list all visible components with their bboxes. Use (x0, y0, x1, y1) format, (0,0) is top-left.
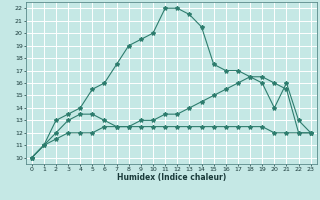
X-axis label: Humidex (Indice chaleur): Humidex (Indice chaleur) (116, 173, 226, 182)
